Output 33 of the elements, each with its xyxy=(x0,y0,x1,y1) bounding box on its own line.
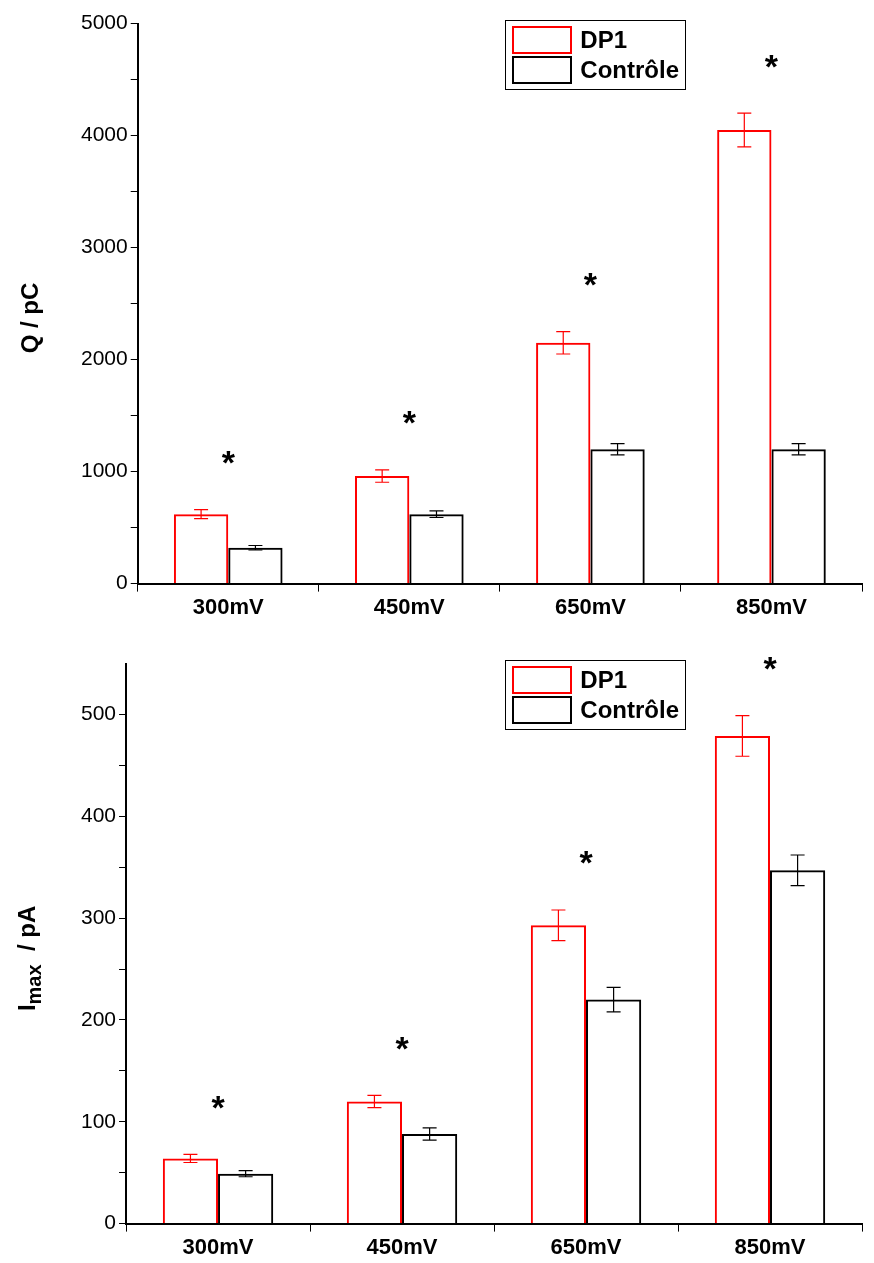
annotation: * xyxy=(583,264,598,303)
y-tick-label: 0 xyxy=(104,1210,117,1234)
x-tick-label: 450mV xyxy=(373,593,446,619)
y-tick-label: 400 xyxy=(80,803,117,827)
y-tick-label: 1000 xyxy=(81,458,128,482)
legend-label: Contrôle xyxy=(580,696,679,724)
legend-label: Contrôle xyxy=(580,56,679,84)
y-tick-label: 300 xyxy=(80,904,117,928)
legend-label: DP1 xyxy=(580,26,628,54)
y-tick-label: 3000 xyxy=(81,234,128,258)
y-tick-label: 500 xyxy=(80,701,117,725)
annotation: * xyxy=(221,443,236,482)
annotation: * xyxy=(579,843,594,882)
annotation: * xyxy=(764,46,779,85)
x-tick-label: 850mV xyxy=(735,593,808,619)
y-tick-label: 2000 xyxy=(81,346,128,370)
annotation: * xyxy=(395,1028,410,1067)
y-axis-title: Q / pC xyxy=(16,282,44,354)
y-tick-label: 200 xyxy=(80,1006,117,1030)
y-tick-label: 4000 xyxy=(81,122,128,146)
x-tick-label: 300mV xyxy=(182,1233,254,1259)
y-tick-label: 5000 xyxy=(81,10,128,34)
x-tick-label: 650mV xyxy=(554,593,627,619)
x-tick-label: 300mV xyxy=(192,593,265,619)
y-tick-label: 0 xyxy=(116,570,128,594)
annotation: * xyxy=(211,1087,226,1126)
x-tick-label: 850mV xyxy=(734,1233,806,1259)
y-tick-label: 100 xyxy=(80,1108,117,1132)
x-tick-label: 450mV xyxy=(366,1233,438,1259)
annotation: * xyxy=(763,648,778,687)
x-tick-label: 650mV xyxy=(550,1233,622,1259)
legend-label: DP1 xyxy=(580,666,628,694)
annotation: * xyxy=(402,403,417,442)
